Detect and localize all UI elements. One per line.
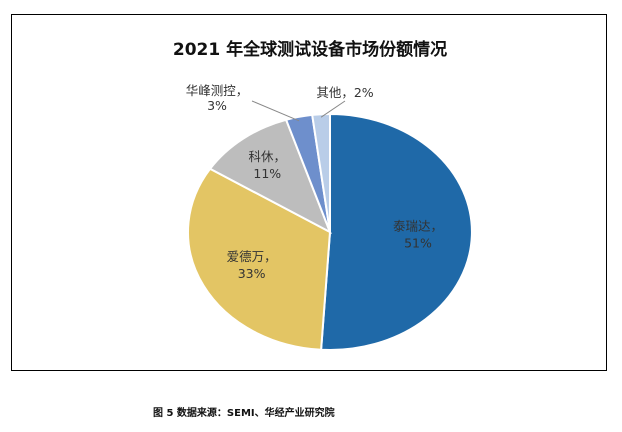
pie-chart: 2021 年全球测试设备市场份额情况 泰瑞达， 51% 爱德万， 33% 科休， 11% 华… [173, 39, 473, 351]
leader-line-5 [320, 100, 346, 118]
slice-label-2: 爱德万， 33% [227, 249, 277, 281]
pie-slices [187, 112, 473, 351]
slice-label-5: 其他，2% [316, 85, 373, 100]
pie-slice-3 [208, 118, 332, 235]
slice-label-3: 科休， 11% [249, 149, 287, 181]
leader-line-4 [251, 100, 300, 122]
slice-label-1: 泰瑞达， 51% [393, 218, 443, 250]
figure-caption: 图 5 数据来源：SEMI、华经产业研究院 [153, 408, 335, 419]
slice-labels: 泰瑞达， 51% 爱德万， 33% 科休， 11% 华峰测控， 3% 其他，2% [186, 83, 443, 281]
pie-slice-1 [320, 112, 473, 351]
leader-lines [251, 100, 346, 122]
chart-title: 2021 年全球测试设备市场份额情况 [173, 39, 447, 60]
pie-slice-5 [311, 112, 331, 233]
chart-frame: 2021 年全球测试设备市场份额情况 泰瑞达， 51% 爱德万， 33% 科休， 11% 华… [11, 14, 607, 371]
slice-label-4: 华峰测控， 3% [186, 83, 249, 113]
